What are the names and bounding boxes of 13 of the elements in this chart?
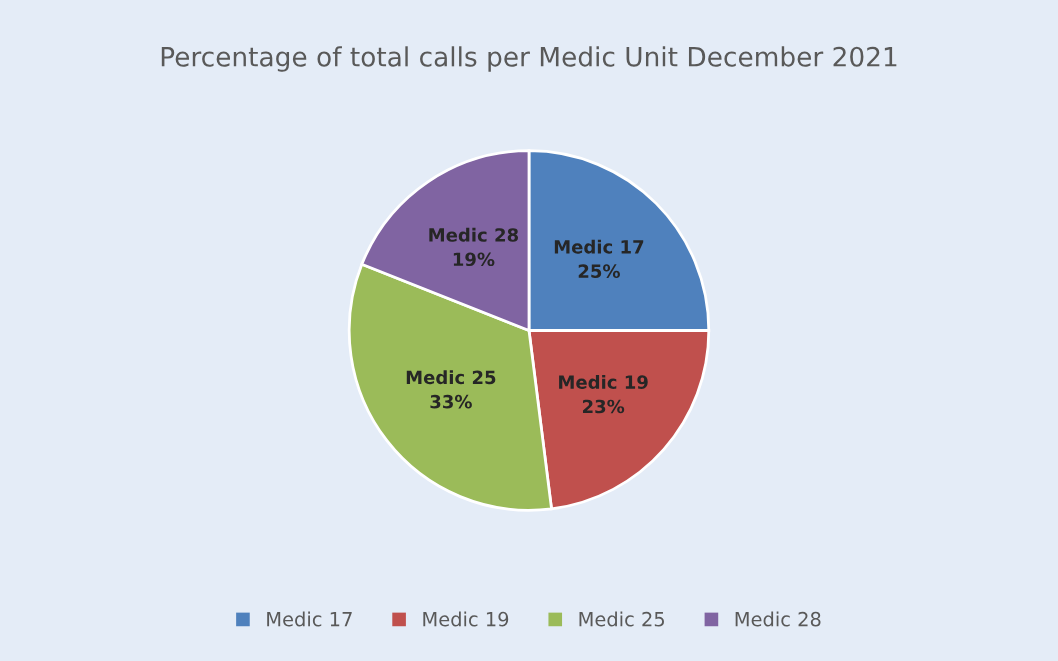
legend-label: Medic 28: [735, 611, 821, 627]
slice-label: Medic 19: [559, 374, 648, 389]
legend-label: Medic 25: [579, 611, 665, 627]
legend-label: Medic 17: [267, 611, 352, 627]
legend-label: Medic 19: [423, 611, 509, 627]
slice-label: Medic 17: [554, 239, 644, 254]
data-label: 19%: [453, 252, 495, 267]
slice-label: Medic 28: [429, 227, 519, 242]
data-label: 25%: [578, 264, 620, 278]
data-label: 33%: [430, 394, 472, 409]
slice-label: Medic 25: [406, 370, 496, 385]
chart-title: Percentage of total calls per Medic Unit December 2021: [161, 46, 897, 72]
data-label: 23%: [582, 399, 625, 414]
